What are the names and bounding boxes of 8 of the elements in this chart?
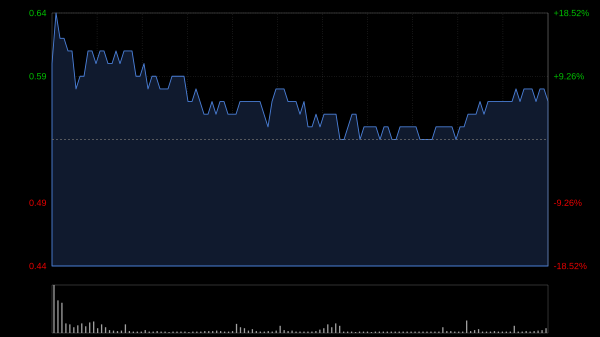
- y-tick-label: 0.49: [29, 200, 46, 206]
- y2-tick-label: +18.52%: [554, 10, 589, 16]
- y2-tick-label: +9.26%: [554, 73, 584, 80]
- y-tick-label: 0.44: [29, 262, 46, 270]
- y2-tick-label: -18.52%: [554, 262, 587, 270]
- y-tick-label: 0.59: [29, 73, 46, 80]
- y-tick-label: 0.64: [29, 10, 46, 16]
- y2-tick-label: -9.26%: [554, 200, 582, 206]
